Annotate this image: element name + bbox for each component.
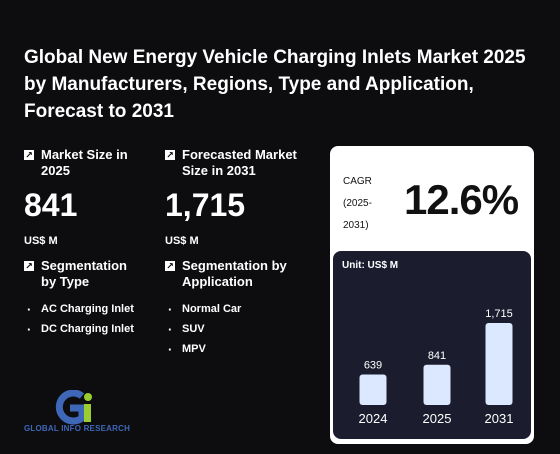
bar-2025 bbox=[423, 364, 451, 405]
bar-value-label: 639 bbox=[364, 359, 382, 371]
segmentation-type-block: ↗ Segmentation by Type AC Charging Inlet… bbox=[24, 258, 144, 340]
segmentation-application-label: Segmentation by Application bbox=[182, 258, 287, 289]
forecast-label: Forecasted Market Size in 2031 bbox=[182, 147, 297, 178]
list-item: AC Charging Inlet bbox=[24, 300, 144, 319]
bar-value-label: 841 bbox=[428, 350, 446, 362]
x-tick-label: 2025 bbox=[423, 411, 452, 426]
cagr-label: CAGR (2025-2031) bbox=[343, 176, 372, 231]
x-tick-label: 2024 bbox=[359, 411, 388, 426]
segmentation-application-block: ↗ Segmentation by Application Normal Car… bbox=[165, 258, 315, 360]
arrow-up-right-icon: ↗ bbox=[24, 150, 34, 160]
page-title: Global New Energy Vehicle Charging Inlet… bbox=[24, 47, 526, 122]
logo-text: GLOBAL INFO RESEARCH bbox=[24, 424, 131, 433]
arrow-up-right-icon: ↗ bbox=[24, 261, 34, 271]
forecast-block: ↗ Forecasted Market Size in 2031 1,715 U… bbox=[165, 147, 310, 247]
global-info-research-logo bbox=[55, 390, 92, 425]
list-item: DC Charging Inlet bbox=[24, 320, 144, 339]
forecast-value: 1,715 bbox=[165, 187, 246, 223]
market-size-unit: US$ M bbox=[24, 235, 58, 247]
cagr-card: CAGR (2025-2031) 12.6% Unit: US$ M 639 20… bbox=[330, 146, 534, 444]
bar-2024 bbox=[359, 374, 387, 405]
market-size-label: Market Size in 2025 bbox=[41, 147, 128, 178]
arrow-up-right-icon: ↗ bbox=[165, 150, 175, 160]
x-tick-label: 2031 bbox=[485, 411, 514, 426]
market-size-block: ↗ Market Size in 2025 841 US$ M bbox=[24, 147, 154, 247]
bar-2031 bbox=[485, 323, 513, 405]
list-item: MPV bbox=[165, 340, 315, 359]
market-size-value: 841 bbox=[24, 187, 78, 223]
list-item: SUV bbox=[165, 320, 315, 339]
segmentation-type-label: Segmentation by Type bbox=[41, 258, 127, 289]
chart-unit-label: Unit: US$ M bbox=[342, 260, 399, 271]
bar-chart-panel: Unit: US$ M 639 2024 841 2025 1,715 2031 bbox=[333, 251, 531, 439]
forecast-unit: US$ M bbox=[165, 235, 199, 247]
bar-chart: 639 2024 841 2025 1,715 2031 bbox=[359, 308, 514, 426]
bar-value-label: 1,715 bbox=[485, 308, 513, 320]
arrow-up-right-icon: ↗ bbox=[165, 261, 175, 271]
list-item: Normal Car bbox=[165, 300, 315, 319]
cagr-value: 12.6% bbox=[404, 176, 519, 223]
